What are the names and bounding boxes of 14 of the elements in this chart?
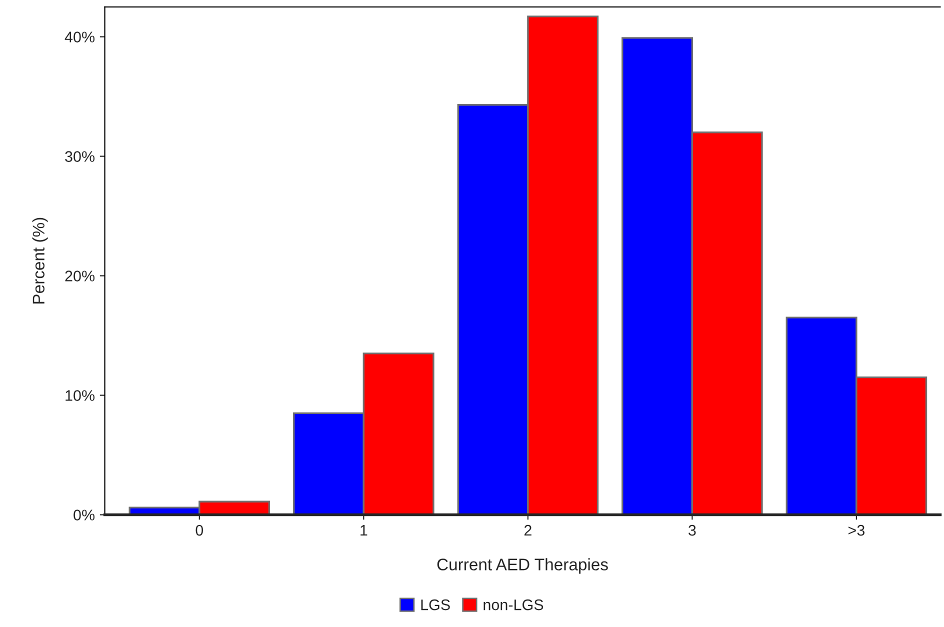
x-tick-label: 1 [360,525,368,536]
x-tick-label: 2 [524,524,532,536]
y-tick-label: 0% [74,510,95,520]
legend-label: non-LGS [484,599,544,610]
x-tick-label: >3 [848,524,864,536]
x-axis-title: Current AED Therapies [437,558,608,574]
legend-label: LGS [421,599,450,610]
x-tick-label: 3 [688,524,696,536]
y-tick-label: 10% [66,390,95,401]
y-axis-title: Percent (%) [32,218,48,304]
y-tick-label: 30% [65,151,95,162]
x-tick-label: 0 [196,524,204,536]
y-tick-label: 40% [64,32,95,42]
y-tick-label: 20% [65,270,95,282]
